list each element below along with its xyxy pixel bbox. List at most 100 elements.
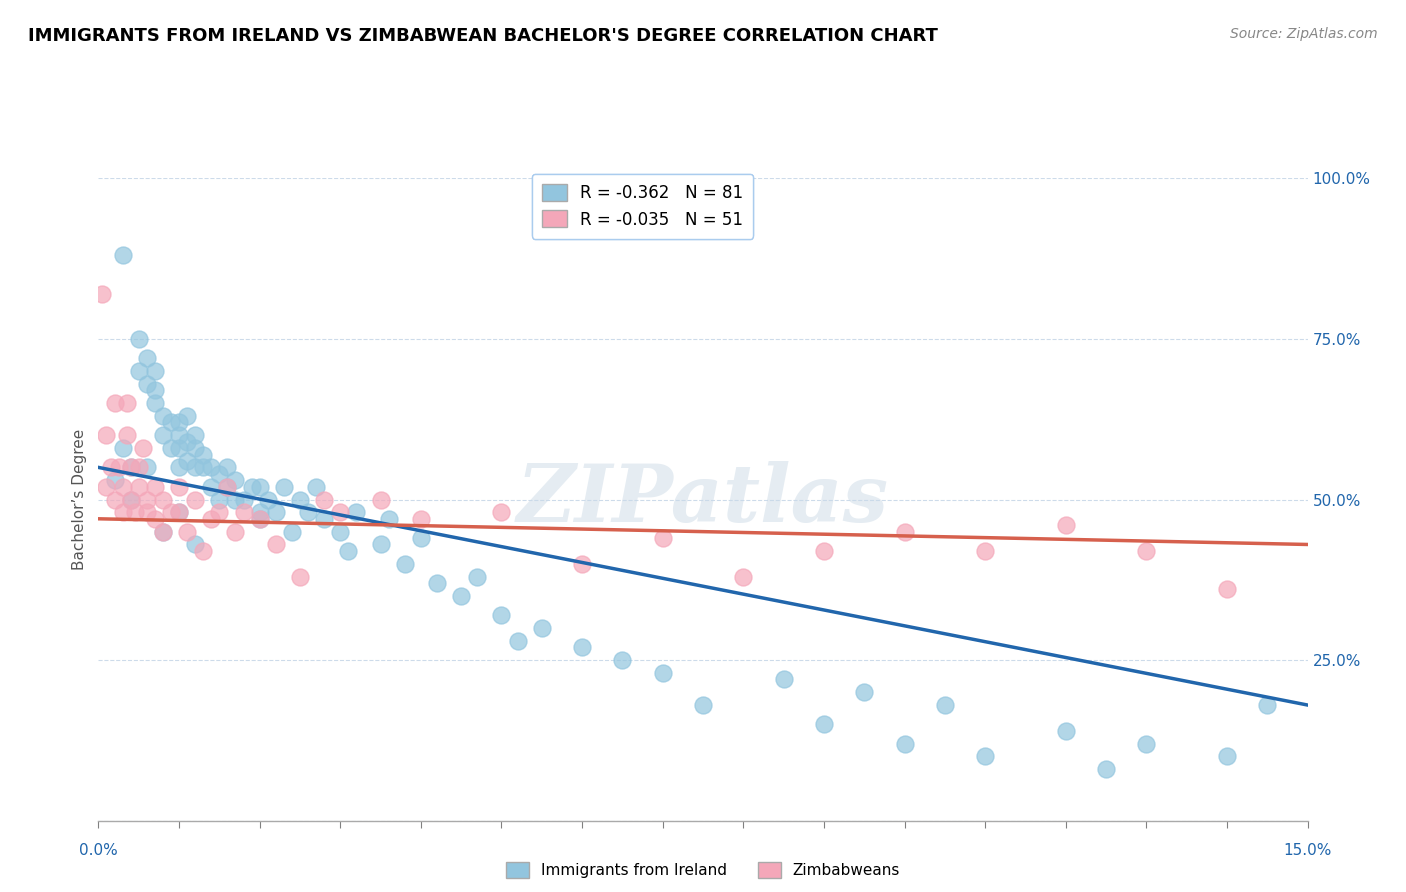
Point <box>612 653 634 667</box>
Point <box>934 698 956 712</box>
Point <box>128 480 150 494</box>
Point <box>184 428 207 442</box>
Point <box>167 416 190 430</box>
Point <box>1256 698 1278 712</box>
Point <box>281 524 304 539</box>
Point <box>264 537 287 551</box>
Point <box>176 409 198 423</box>
Point <box>772 673 794 687</box>
Point <box>329 524 352 539</box>
Point <box>200 512 222 526</box>
Point <box>571 640 593 655</box>
Point <box>152 492 174 507</box>
Point <box>344 505 367 519</box>
Point <box>135 492 157 507</box>
Point <box>143 396 166 410</box>
Point <box>491 505 513 519</box>
Point <box>1135 737 1157 751</box>
Point <box>208 492 231 507</box>
Point <box>217 460 239 475</box>
Point <box>1054 518 1077 533</box>
Point <box>273 480 295 494</box>
Text: 0.0%: 0.0% <box>79 843 118 858</box>
Point <box>132 441 155 455</box>
Point <box>314 512 336 526</box>
Text: IMMIGRANTS FROM IRELAND VS ZIMBABWEAN BACHELOR'S DEGREE CORRELATION CHART: IMMIGRANTS FROM IRELAND VS ZIMBABWEAN BA… <box>28 27 938 45</box>
Point <box>853 685 876 699</box>
Point <box>232 492 254 507</box>
Point <box>491 608 513 623</box>
Point <box>128 364 150 378</box>
Point <box>115 428 138 442</box>
Point <box>651 665 673 680</box>
Point <box>506 633 529 648</box>
Point <box>1054 723 1077 738</box>
Point <box>377 512 399 526</box>
Point <box>208 505 231 519</box>
Point <box>184 441 207 455</box>
Point <box>167 505 190 519</box>
Legend: R = -0.362   N = 81, R = -0.035   N = 51: R = -0.362 N = 81, R = -0.035 N = 51 <box>531 174 754 238</box>
Point <box>1216 582 1239 597</box>
Point <box>813 717 835 731</box>
Point <box>217 480 239 494</box>
Point <box>167 428 190 442</box>
Point <box>176 454 198 468</box>
Point <box>128 460 150 475</box>
Point <box>200 480 222 494</box>
Point <box>160 441 183 455</box>
Point <box>249 480 271 494</box>
Point <box>135 376 157 391</box>
Point <box>288 492 311 507</box>
Point <box>193 460 215 475</box>
Point <box>167 441 190 455</box>
Point <box>208 467 231 481</box>
Point <box>167 505 190 519</box>
Point <box>651 531 673 545</box>
Point <box>152 428 174 442</box>
Point <box>96 480 118 494</box>
Point <box>135 351 157 366</box>
Point <box>184 460 207 475</box>
Point <box>115 396 138 410</box>
Point <box>1095 762 1118 776</box>
Point <box>143 512 166 526</box>
Point <box>974 544 997 558</box>
Point <box>167 460 190 475</box>
Point <box>111 248 134 262</box>
Point <box>249 512 271 526</box>
Point <box>530 621 553 635</box>
Point <box>264 505 287 519</box>
Point <box>409 512 432 526</box>
Point <box>409 531 432 545</box>
Point <box>160 416 183 430</box>
Point <box>692 698 714 712</box>
Point <box>893 524 915 539</box>
Point <box>813 544 835 558</box>
Point <box>893 737 915 751</box>
Text: 15.0%: 15.0% <box>1284 843 1331 858</box>
Point <box>103 492 125 507</box>
Point <box>256 492 278 507</box>
Point <box>217 480 239 494</box>
Point <box>100 460 122 475</box>
Point <box>120 460 142 475</box>
Point <box>370 537 392 551</box>
Point <box>329 505 352 519</box>
Point <box>465 569 488 583</box>
Point <box>733 569 755 583</box>
Point <box>96 428 118 442</box>
Point <box>111 480 134 494</box>
Point <box>120 492 142 507</box>
Point <box>107 460 129 475</box>
Point <box>249 505 271 519</box>
Point <box>120 460 142 475</box>
Point <box>193 544 215 558</box>
Point <box>120 492 142 507</box>
Point <box>224 492 246 507</box>
Point <box>167 480 190 494</box>
Point <box>974 749 997 764</box>
Point <box>370 492 392 507</box>
Legend: Immigrants from Ireland, Zimbabweans: Immigrants from Ireland, Zimbabweans <box>499 856 907 884</box>
Point <box>240 480 263 494</box>
